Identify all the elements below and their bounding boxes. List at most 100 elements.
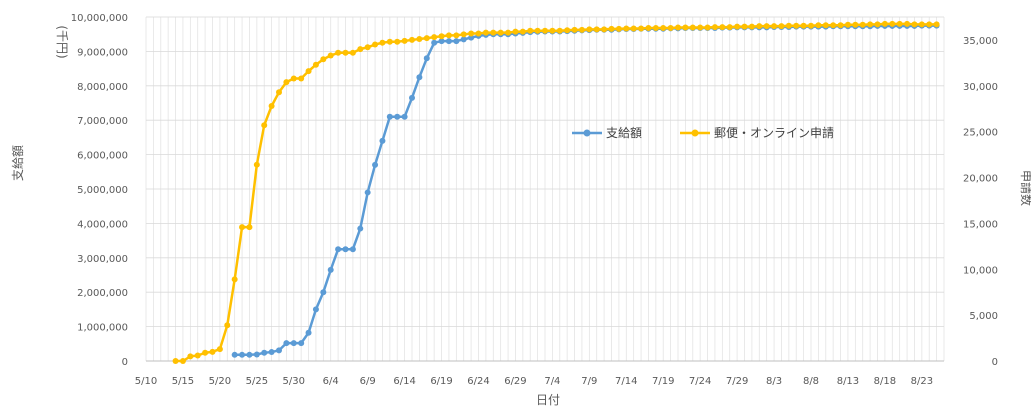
right-y-axis-title: 申請数: [1019, 170, 1031, 206]
data-point: [859, 21, 866, 28]
data-point: [867, 21, 874, 28]
legend: 支給額 郵便・オンライン申請: [572, 126, 834, 140]
data-point: [423, 55, 430, 62]
data-point: [822, 22, 829, 29]
legend-marker-series-2: [691, 129, 699, 137]
data-point: [830, 22, 837, 29]
x-tick-label: 6/9: [360, 376, 376, 387]
data-point: [556, 27, 563, 34]
right-y-tick-label: 35,000: [963, 36, 998, 47]
data-point: [327, 266, 334, 273]
data-point: [357, 46, 364, 53]
left-y-tick-label: 1,000,000: [77, 323, 128, 334]
data-point: [401, 113, 408, 120]
data-point: [401, 37, 408, 44]
data-point: [460, 31, 467, 38]
data-point: [327, 52, 334, 59]
left-y-tick-label: 8,000,000: [77, 82, 128, 93]
data-point: [505, 29, 512, 36]
data-point: [246, 224, 253, 231]
data-point: [726, 24, 733, 31]
left-y-tick-label: 0: [122, 357, 128, 368]
x-tick-label: 8/8: [803, 376, 819, 387]
data-point: [549, 27, 556, 34]
x-tick-label: 7/4: [544, 376, 560, 387]
data-point: [431, 34, 438, 41]
data-point: [896, 20, 903, 27]
data-point: [542, 27, 548, 34]
x-tick-label: 5/15: [172, 376, 194, 387]
data-point: [852, 21, 859, 28]
data-point: [771, 23, 778, 30]
data-point: [711, 24, 718, 31]
data-point: [386, 113, 393, 120]
legend-marker-series-1: [583, 129, 591, 137]
data-point: [601, 26, 608, 33]
data-point: [276, 89, 282, 96]
data-point: [564, 27, 571, 34]
data-point: [209, 348, 216, 355]
data-point: [224, 322, 231, 329]
data-point: [372, 161, 379, 168]
x-tick-label: 7/9: [581, 376, 597, 387]
legend-label-series-1: 支給額: [606, 126, 642, 140]
data-point: [394, 38, 401, 45]
data-point: [748, 23, 755, 30]
data-point: [290, 75, 297, 82]
data-point: [386, 38, 393, 45]
data-point: [357, 225, 364, 232]
x-tick-label: 6/4: [323, 376, 339, 387]
data-point: [364, 44, 371, 51]
x-tick-label: 5/20: [209, 376, 231, 387]
right-y-tick-label: 20,000: [963, 174, 998, 185]
data-point: [216, 346, 223, 353]
data-point: [312, 61, 319, 68]
data-point: [268, 349, 275, 356]
series-2: [172, 20, 940, 364]
data-point: [756, 23, 763, 30]
data-point: [571, 26, 578, 33]
data-point: [320, 56, 327, 63]
data-point: [246, 351, 253, 358]
data-point: [409, 94, 415, 101]
data-point: [874, 21, 881, 28]
data-point: [763, 23, 770, 30]
data-point: [468, 34, 475, 41]
data-point: [638, 25, 645, 32]
data-point: [904, 20, 911, 27]
data-point: [431, 39, 438, 46]
data-point: [704, 24, 711, 31]
x-tick-label: 5/25: [246, 376, 268, 387]
x-tick-label: 8/18: [874, 376, 896, 387]
data-point: [881, 20, 888, 27]
data-point: [298, 75, 305, 82]
data-point: [741, 23, 748, 30]
data-point: [342, 49, 349, 56]
data-point: [468, 30, 475, 37]
data-point: [793, 22, 800, 29]
data-point: [615, 25, 622, 32]
data-point: [438, 33, 445, 40]
data-point: [623, 25, 630, 32]
data-point: [372, 41, 379, 48]
right-y-tick-label: 25,000: [963, 128, 998, 139]
data-point: [239, 224, 246, 231]
data-point: [534, 27, 541, 34]
data-point: [460, 36, 467, 43]
series-layer: [172, 20, 940, 364]
data-point: [253, 161, 260, 168]
x-tick-label: 5/10: [135, 376, 157, 387]
x-tick-label: 7/24: [689, 376, 711, 387]
left-y-tick-label: 6,000,000: [77, 151, 128, 162]
left-y-axis-unit: (千円): [55, 25, 69, 58]
data-point: [608, 25, 615, 32]
data-point: [675, 24, 681, 31]
data-point: [578, 26, 585, 33]
data-point: [298, 340, 305, 347]
x-tick-label: 8/3: [766, 376, 782, 387]
data-point: [438, 38, 445, 45]
left-y-tick-label: 3,000,000: [77, 254, 128, 265]
left-y-tick-label: 5,000,000: [77, 185, 128, 196]
data-point: [800, 22, 807, 29]
